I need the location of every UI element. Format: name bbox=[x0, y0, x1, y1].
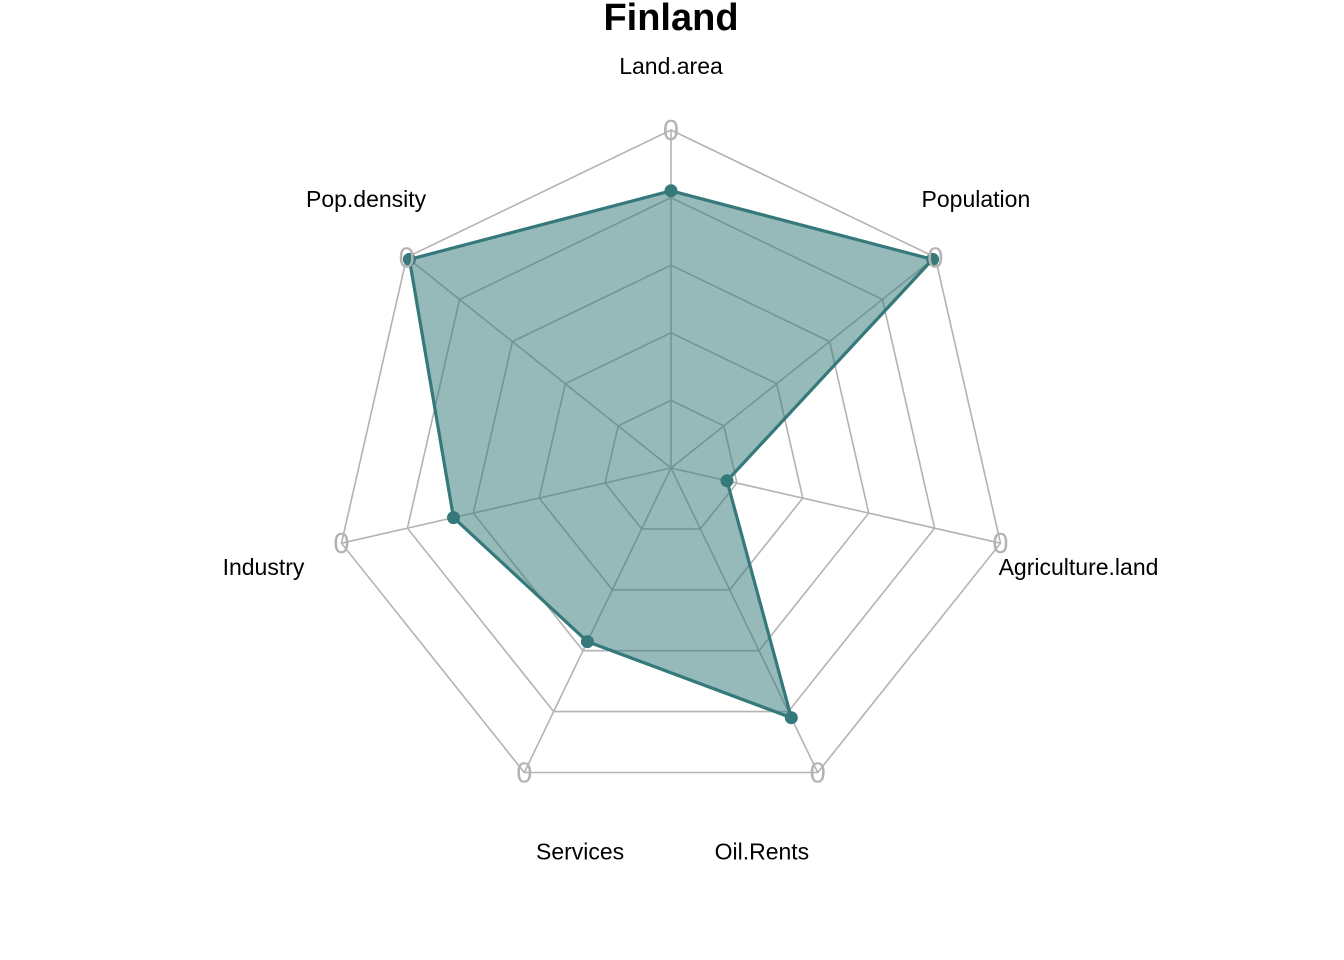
series-line-1 bbox=[407, 189, 935, 720]
tick-labels: 0 0 0 0 0 0 0 bbox=[333, 115, 1008, 790]
data-point-land-area bbox=[664, 184, 678, 198]
axis-tick-label-3: 0 bbox=[992, 528, 1008, 560]
axis-tick-label-5: 0 bbox=[516, 758, 532, 790]
axis-label-industry: Industry bbox=[223, 554, 305, 580]
series-area-1 bbox=[409, 190, 933, 718]
chart-title: Finland bbox=[603, 0, 738, 39]
axis-tick-label-6: 0 bbox=[333, 528, 349, 560]
data-point-pop-density bbox=[402, 252, 416, 266]
axis-labels: Land.area Population Agriculture.land Oil.R… bbox=[223, 53, 1159, 864]
axis-tick-label-1: 0 bbox=[663, 115, 679, 147]
data-point-oil-rents bbox=[784, 711, 798, 725]
axis-label-population: Population bbox=[922, 186, 1031, 212]
data-point-agriculture-land bbox=[720, 474, 734, 488]
grid-ring-5 bbox=[340, 129, 1002, 774]
series-layer bbox=[402, 184, 940, 725]
axis-tick-label-2: 0 bbox=[927, 242, 943, 274]
data-point-industry bbox=[447, 511, 460, 525]
axis-label-pop-density: Pop.density bbox=[306, 186, 427, 212]
axis-label-agriculture-land: Agriculture.land bbox=[999, 554, 1159, 580]
axis-label-land-area: Land.area bbox=[619, 53, 723, 79]
data-point-services bbox=[580, 635, 594, 649]
data-point-population bbox=[926, 252, 940, 266]
axis-label-services: Services bbox=[536, 838, 624, 864]
axis-tick-label-7: 0 bbox=[399, 242, 415, 274]
axis-tick-label-4: 0 bbox=[810, 758, 826, 790]
axis-label-oil-rents: Oil.Rents bbox=[715, 838, 810, 864]
